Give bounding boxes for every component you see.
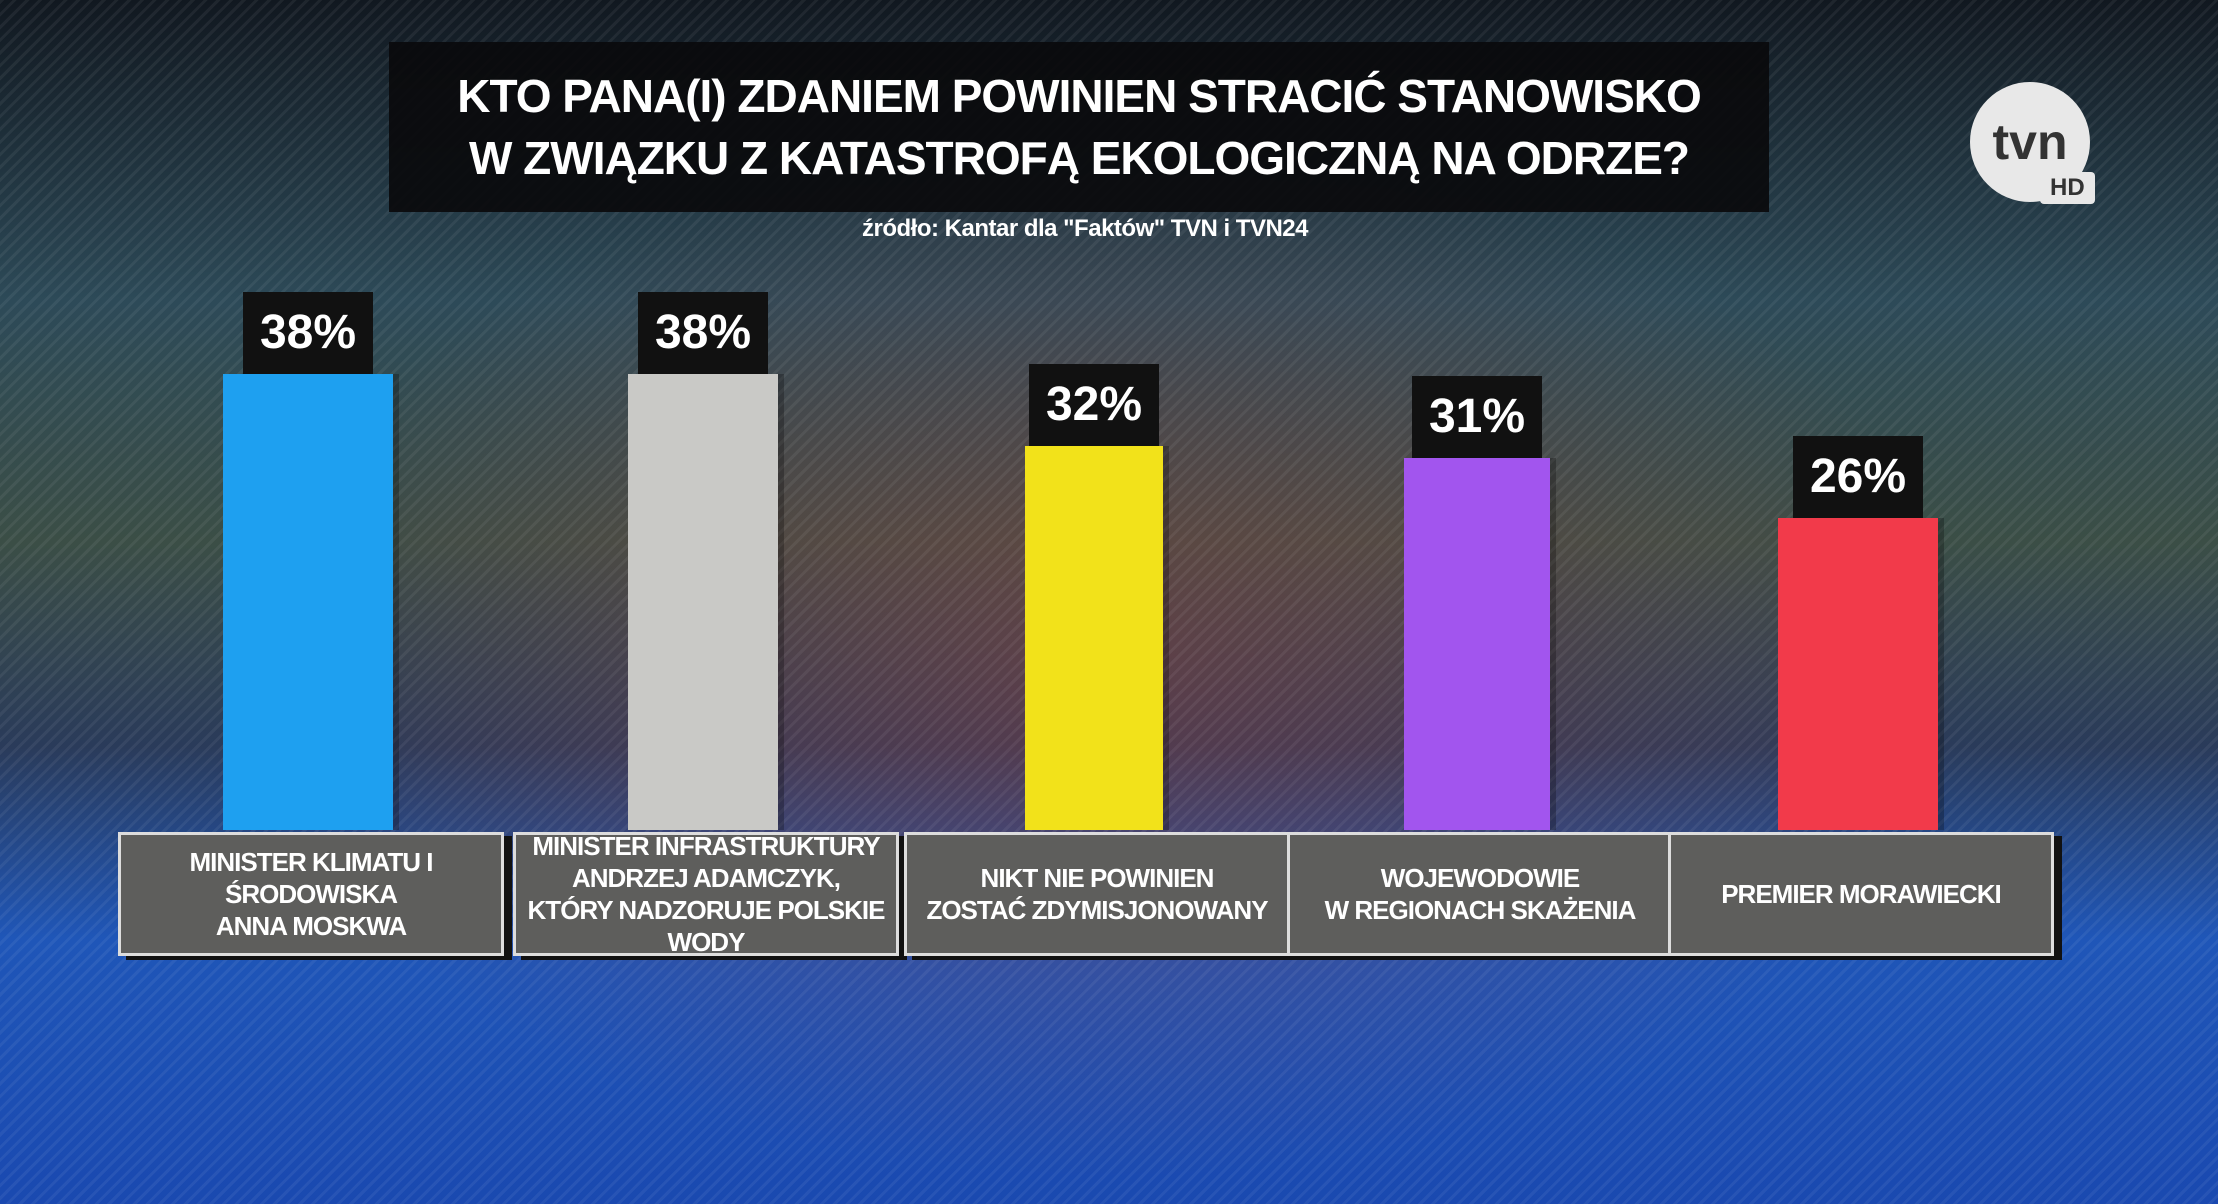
chart-subtitle: źródło: Kantar dla "Faktów" TVN i TVN24 [862, 215, 1308, 242]
value-label: 31% [1412, 376, 1542, 458]
category-label: MINISTER KLIMATU I ŚRODOWISKA ANNA MOSKW… [118, 832, 504, 956]
bar [1778, 518, 1938, 830]
bar [628, 374, 778, 830]
bar [1404, 458, 1550, 830]
value-label: 26% [1793, 436, 1923, 518]
bar [1025, 446, 1163, 830]
logo-badge: HD [2040, 172, 2095, 204]
bar [223, 374, 393, 830]
category-label: NIKT NIE POWINIEN ZOSTAĆ ZDYMISJONOWANY [904, 832, 1290, 956]
category-label: PREMIER MORAWIECKI [1668, 832, 2054, 956]
category-label: WOJEWODOWIE W REGIONACH SKAŻENIA [1287, 832, 1673, 956]
value-label: 38% [243, 292, 373, 374]
value-label: 38% [638, 292, 768, 374]
chart-title: KTO PANA(I) ZDANIEM POWINIEN STRACIĆ STA… [389, 42, 1769, 212]
category-label: MINISTER INFRASTRUKTURY ANDRZEJ ADAMCZYK… [513, 831, 899, 957]
logo: tvn [1970, 82, 2090, 202]
value-label: 32% [1029, 364, 1159, 446]
